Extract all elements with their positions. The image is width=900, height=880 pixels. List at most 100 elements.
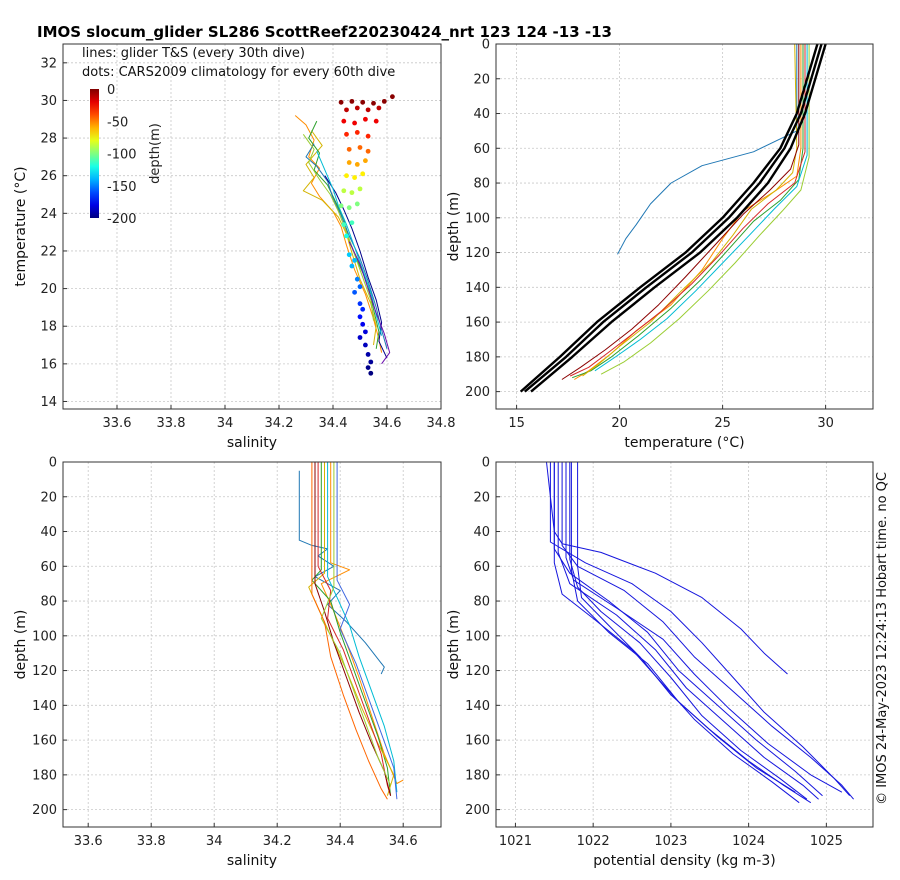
climatology-dot xyxy=(352,120,357,126)
y-tick-label: 80 xyxy=(473,595,490,610)
climatology-dot xyxy=(363,158,368,164)
climatology-dot xyxy=(360,306,366,312)
climatology-dot xyxy=(381,98,387,104)
y-tick-label: 200 xyxy=(465,385,490,400)
glider-profile-line xyxy=(594,44,808,372)
glider-profile-line xyxy=(308,462,395,796)
x-tick-label: 25 xyxy=(714,416,731,431)
y-tick-label: 80 xyxy=(473,177,490,192)
colorbar-tick-label: -200 xyxy=(107,212,137,227)
x-tick-label: 34.8 xyxy=(427,416,456,431)
glider-profile-line xyxy=(572,44,804,379)
climatology-dot xyxy=(344,131,349,137)
glider-profile-line xyxy=(600,44,810,375)
climatology-dot xyxy=(341,188,347,194)
glider-profile-line xyxy=(570,462,796,793)
climatology-dot xyxy=(349,263,355,269)
glider-profile-line xyxy=(553,462,800,804)
climatology-dot xyxy=(357,145,363,150)
y-tick-label: 180 xyxy=(465,768,490,783)
climatology-dot xyxy=(346,160,352,165)
climatology-dot xyxy=(376,105,382,111)
x-axis-label: temperature (°C) xyxy=(624,435,744,451)
x-tick-label: 34.2 xyxy=(265,416,294,431)
y-tick-label: 20 xyxy=(473,490,490,505)
glider-profile-line xyxy=(617,44,798,255)
climatology-dot xyxy=(357,186,363,192)
y-tick-label: 100 xyxy=(32,629,57,644)
climatology-dot xyxy=(341,118,347,124)
y-tick-label: 26 xyxy=(40,169,57,184)
colorbar-tick-label: -100 xyxy=(107,148,137,163)
x-tick-label: 33.8 xyxy=(137,834,166,849)
y-tick-label: 140 xyxy=(465,281,490,296)
climatology-dot xyxy=(365,352,371,357)
climatology-dot xyxy=(352,289,357,295)
y-tick-label: 80 xyxy=(40,595,57,610)
glider-profile-line xyxy=(565,462,843,793)
glider-profile-line xyxy=(317,462,392,796)
x-tick-label: 33.6 xyxy=(74,834,103,849)
glider-profile-line xyxy=(561,462,854,800)
glider-profile-line xyxy=(557,462,819,800)
climatology-dot xyxy=(338,99,344,105)
climatology-dot xyxy=(357,314,363,320)
climatology-dot xyxy=(344,107,349,113)
y-tick-label: 200 xyxy=(32,803,57,818)
climatology-dot xyxy=(363,342,368,348)
climatology-dot xyxy=(352,257,357,263)
climatology-dot xyxy=(363,116,368,122)
x-tick-label: 34.4 xyxy=(326,834,355,849)
glider-profile-line xyxy=(553,462,823,797)
x-tick-label: 15 xyxy=(508,416,525,431)
colorbar-tick-label: -150 xyxy=(107,180,137,195)
x-tick-label: 34.4 xyxy=(319,416,348,431)
figure-title: IMOS slocum_glider SL286 ScottReef220230… xyxy=(37,23,612,41)
y-tick-label: 14 xyxy=(40,395,57,410)
climatology-dot xyxy=(365,148,371,154)
y-tick-label: 40 xyxy=(473,107,490,122)
climatology-profile-line xyxy=(519,44,819,393)
y-axis-label: depth (m) xyxy=(446,610,462,680)
axes-frame xyxy=(62,461,442,828)
x-tick-label: 20 xyxy=(611,416,628,431)
y-tick-label: 30 xyxy=(40,94,57,109)
climatology-dot xyxy=(373,118,379,124)
y-tick-label: 20 xyxy=(40,282,57,297)
climatology-dot xyxy=(349,220,355,226)
y-tick-label: 20 xyxy=(473,72,490,87)
glider-profile-line xyxy=(561,44,800,380)
climatology-dot xyxy=(354,130,360,135)
climatology-dot xyxy=(354,201,360,207)
glider-profile-line xyxy=(336,462,398,800)
climatology-profile-line xyxy=(524,44,823,393)
climatology-dot xyxy=(344,233,349,239)
climatology-dot xyxy=(338,203,344,209)
x-tick-label: 1022 xyxy=(577,834,610,849)
climatology-dot xyxy=(368,370,374,376)
x-axis-label: potential density (kg m-3) xyxy=(593,853,775,869)
climatology-dot xyxy=(344,173,349,179)
y-tick-label: 24 xyxy=(40,207,57,222)
climatology-dot xyxy=(363,329,368,335)
y-tick-label: 100 xyxy=(465,629,490,644)
x-tick-label: 1023 xyxy=(654,834,687,849)
x-tick-label: 33.8 xyxy=(157,416,186,431)
axes-frame xyxy=(495,43,874,410)
y-tick-label: 32 xyxy=(40,56,57,71)
y-tick-label: 100 xyxy=(465,211,490,226)
y-tick-label: 140 xyxy=(465,699,490,714)
glider-profile-line xyxy=(311,462,388,800)
x-axis-label: salinity xyxy=(227,853,277,869)
x-tick-label: 1024 xyxy=(732,834,765,849)
y-axis-label: depth (m) xyxy=(446,192,462,262)
glider-profile-line xyxy=(577,462,812,804)
glider-profile-line xyxy=(348,241,391,365)
y-axis-label: depth (m) xyxy=(13,610,29,680)
colorbar-label: depth(m) xyxy=(148,123,163,184)
climatology-dot xyxy=(346,146,352,152)
glider-profile-line xyxy=(549,462,851,797)
y-tick-label: 0 xyxy=(482,38,490,53)
y-tick-label: 60 xyxy=(473,560,490,575)
